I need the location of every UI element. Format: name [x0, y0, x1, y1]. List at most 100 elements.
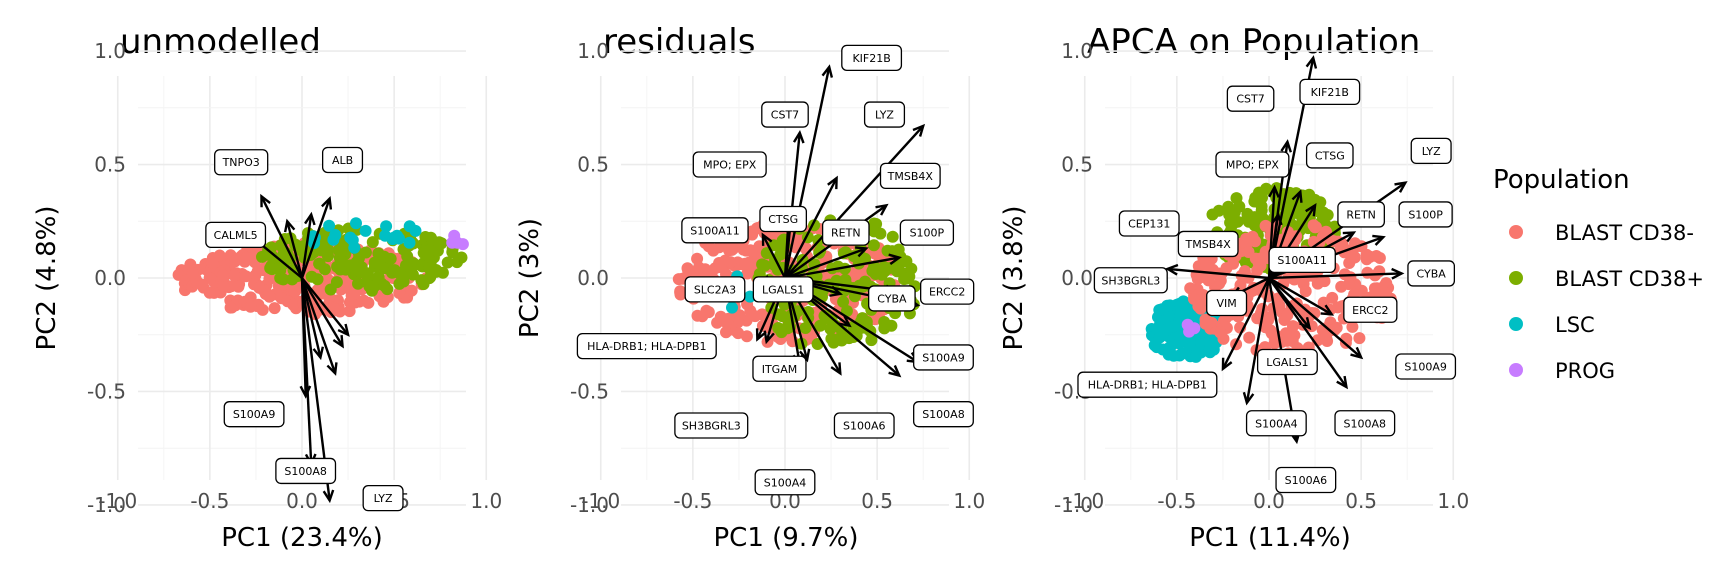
- x-tick-label: 1.0: [470, 489, 502, 513]
- svg-text:LGALS1: LGALS1: [1266, 356, 1308, 369]
- data-point: [1227, 257, 1240, 270]
- data-point: [393, 267, 406, 280]
- data-point: [724, 256, 737, 269]
- data-point: [1238, 265, 1251, 278]
- data-point: [366, 236, 379, 249]
- data-point: [287, 298, 300, 311]
- data-point: [1373, 252, 1386, 264]
- svg-text:CTSG: CTSG: [1315, 149, 1345, 162]
- data-point: [1189, 350, 1202, 363]
- svg-text:S100A4: S100A4: [1255, 417, 1298, 430]
- x-tick-label: -0.5: [190, 489, 229, 513]
- data-point: [713, 257, 726, 269]
- y-tick-label: 1.0: [94, 39, 126, 63]
- panel-title: unmodelled: [120, 22, 321, 62]
- data-point: [359, 224, 372, 237]
- data-point: [372, 257, 385, 270]
- loading-label: S100A9: [1395, 353, 1457, 380]
- svg-text:S100A11: S100A11: [1277, 254, 1327, 267]
- data-point: [393, 232, 405, 245]
- data-point: [332, 244, 345, 257]
- loading-arrow: [783, 64, 834, 279]
- data-point: [346, 234, 359, 247]
- svg-text:SH3BGRL3: SH3BGRL3: [1101, 274, 1160, 287]
- y-tick-label: 0.5: [1061, 153, 1093, 177]
- data-point: [1198, 271, 1211, 284]
- data-point: [886, 230, 899, 243]
- data-point: [335, 255, 348, 268]
- data-point: [1164, 299, 1176, 312]
- data-point: [433, 237, 445, 250]
- loading-labels: KIF21B CST7 LYZ MPO; EPX TMSB4X CTSG RETN S100A…: [576, 44, 975, 496]
- data-point: [1287, 320, 1299, 333]
- svg-text:S100A9: S100A9: [233, 408, 276, 421]
- svg-text:LYZ: LYZ: [374, 492, 393, 505]
- data-point: [321, 272, 334, 285]
- data-point: [305, 270, 318, 283]
- data-point: [714, 310, 727, 323]
- data-point: [867, 239, 880, 252]
- data-point: [775, 326, 788, 339]
- data-point: [726, 301, 738, 314]
- loading-arrow: [783, 175, 838, 279]
- x-tick-label: 0.5: [861, 489, 893, 513]
- data-point: [400, 259, 412, 272]
- data-point: [229, 255, 242, 268]
- loading-label: CTSG: [759, 205, 808, 233]
- loading-arrow: [300, 277, 344, 349]
- y-axis-label: PC2 (3%): [515, 218, 545, 338]
- data-point: [720, 326, 732, 339]
- loading-label: S100A8: [1334, 410, 1396, 437]
- data-point: [1309, 221, 1322, 234]
- loading-labels: TNPO3 ALB CALML5 S100A9 S100A8 LYZ: [205, 146, 404, 512]
- loading-label: TMSB4X: [879, 162, 941, 190]
- data-point: [1308, 193, 1321, 206]
- svg-text:SLC2A3: SLC2A3: [694, 283, 736, 296]
- loading-arrow: [761, 232, 787, 279]
- x-tick-label: 0.0: [286, 489, 318, 513]
- data-point: [1361, 266, 1374, 279]
- data-point: [372, 271, 385, 283]
- loading-arrow: [300, 211, 316, 279]
- data-point: [240, 251, 253, 264]
- y-tick-label: -0.5: [570, 379, 609, 403]
- legend-item: PROG: [1509, 359, 1615, 383]
- data-point: [436, 266, 449, 279]
- loading-label: KIF21B: [1299, 78, 1361, 106]
- svg-text:CST7: CST7: [771, 109, 799, 122]
- data-point: [228, 269, 241, 282]
- panel-unmodelled: unmodelled -1.0-0.50.00.51.01.00.50.0-0.…: [32, 22, 502, 553]
- data-point: [1249, 235, 1262, 248]
- legend-swatch: [1509, 317, 1523, 331]
- data-point: [251, 265, 264, 278]
- y-tick-label: -1.0: [87, 493, 126, 517]
- data-point: [352, 257, 365, 270]
- legend-label: LSC: [1555, 313, 1595, 337]
- loading-label: TMSB4X: [1177, 230, 1239, 258]
- data-point: [1187, 292, 1200, 305]
- data-point: [732, 327, 745, 340]
- svg-text:S100A8: S100A8: [284, 465, 327, 478]
- legend-item: LSC: [1509, 313, 1595, 337]
- data-point: [328, 302, 341, 315]
- data-point: [682, 265, 695, 278]
- data-point: [204, 272, 217, 285]
- svg-text:ERCC2: ERCC2: [929, 286, 965, 299]
- loading-label: CYBA: [868, 285, 916, 312]
- data-point: [1200, 259, 1213, 272]
- x-tick-label: 1.0: [953, 489, 985, 513]
- data-point: [1248, 219, 1261, 232]
- data-point: [1379, 287, 1392, 300]
- data-point: [378, 279, 391, 292]
- data-point: [1342, 278, 1355, 291]
- svg-text:S100P: S100P: [910, 227, 945, 240]
- data-point: [1299, 285, 1312, 298]
- data-point: [1226, 218, 1239, 231]
- data-point: [322, 250, 334, 263]
- data-point: [277, 273, 290, 286]
- data-point: [379, 229, 392, 242]
- loading-label: KIF21B: [841, 44, 903, 71]
- data-point: [206, 256, 219, 269]
- data-point: [403, 236, 416, 249]
- data-point: [330, 276, 343, 289]
